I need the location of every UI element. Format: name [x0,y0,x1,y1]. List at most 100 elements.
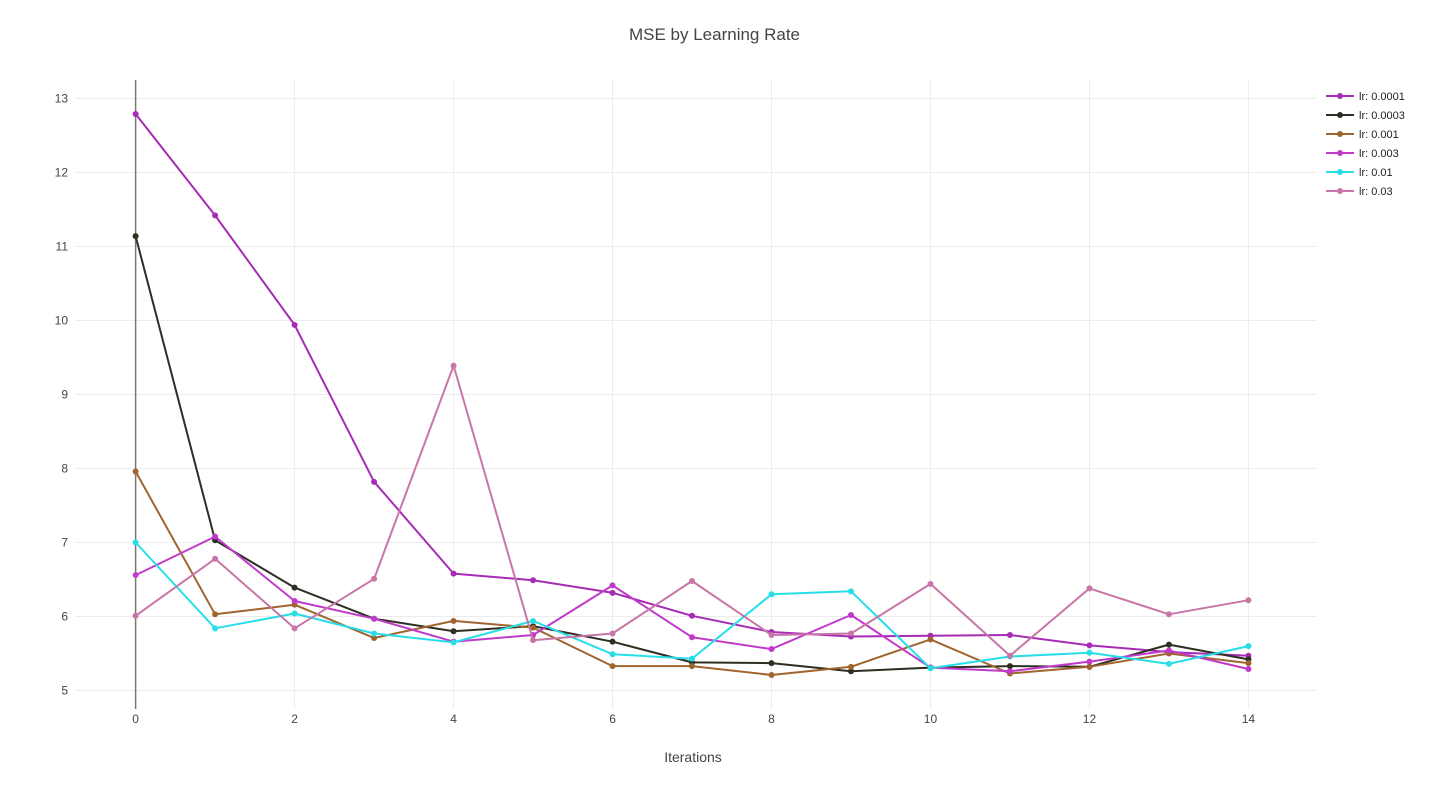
data-point[interactable] [768,591,775,598]
data-point[interactable] [1165,641,1172,648]
data-point[interactable] [1086,649,1093,656]
data-point[interactable] [927,665,934,672]
data-point[interactable] [450,628,457,635]
data-point[interactable] [689,612,696,619]
y-tick-label: 6 [61,610,68,624]
legend-label: lr: 0.0001 [1359,91,1405,103]
legend-swatch-marker [1337,131,1343,137]
data-point[interactable] [212,555,219,562]
series [132,468,1252,678]
data-point[interactable] [450,617,457,624]
legend-item[interactable]: lr: 0.001 [1326,129,1399,141]
data-point[interactable] [132,572,139,579]
data-point[interactable] [132,468,139,475]
x-tick-label: 8 [768,712,775,726]
legend-item[interactable]: lr: 0.01 [1326,167,1393,179]
data-point[interactable] [371,630,378,637]
data-point[interactable] [1245,643,1252,650]
data-point[interactable] [530,624,537,631]
data-point[interactable] [291,584,298,591]
data-point[interactable] [689,577,696,584]
data-point[interactable] [530,637,537,644]
data-point[interactable] [212,533,219,540]
data-point[interactable] [848,630,854,637]
data-point[interactable] [609,589,616,596]
data-point[interactable] [1245,666,1252,673]
data-point[interactable] [927,580,934,587]
data-point[interactable] [848,668,854,675]
data-point[interactable] [450,362,457,369]
data-point[interactable] [371,615,378,622]
data-point[interactable] [371,575,378,582]
y-tick-label: 11 [56,240,69,254]
data-point[interactable] [927,636,934,643]
data-point[interactable] [291,321,298,328]
data-point[interactable] [768,660,775,667]
data-point[interactable] [1165,660,1172,667]
data-point[interactable] [1086,642,1093,649]
tick-labels: 0 2 4 6 8 10 12 14 5 6 7 8 9 10 11 12 13 [55,92,1256,727]
data-point[interactable] [530,617,537,624]
legend-swatch-marker [1337,188,1343,194]
legend-item[interactable]: lr: 0.0001 [1326,91,1405,103]
data-point[interactable] [132,233,139,240]
data-point[interactable] [609,663,616,670]
data-point[interactable] [768,632,775,638]
data-point[interactable] [848,663,854,670]
y-tick-label: 10 [55,314,69,328]
data-point[interactable] [689,655,696,662]
legend-item[interactable]: lr: 0.03 [1326,186,1393,198]
data-point[interactable] [450,639,457,646]
data-point[interactable] [212,625,219,632]
data-point[interactable] [609,582,616,589]
data-point[interactable] [450,570,457,577]
x-tick-label: 0 [132,712,139,726]
series [132,111,1252,659]
data-point[interactable] [768,671,775,678]
series-line [134,364,1250,657]
data-point[interactable] [1086,663,1093,670]
data-point[interactable] [530,577,537,584]
y-tick-label: 8 [61,462,68,476]
data-point[interactable] [212,212,219,219]
data-point[interactable] [371,634,378,641]
data-point[interactable] [132,612,139,619]
legend-swatch-marker [1337,112,1343,118]
legend-swatch-marker [1337,169,1343,175]
data-point[interactable] [609,630,616,637]
legend-swatch-marker [1337,150,1343,156]
data-point[interactable] [1165,611,1172,618]
data-point[interactable] [848,612,854,619]
data-point[interactable] [132,111,139,118]
x-tick-label: 2 [291,712,298,726]
data-point[interactable] [1086,585,1093,592]
data-point[interactable] [1006,632,1013,638]
data-point[interactable] [1006,663,1013,670]
series [132,362,1252,659]
x-tick-label: 14 [1242,712,1256,726]
data-point[interactable] [132,539,139,546]
data-point[interactable] [212,611,219,618]
data-point[interactable] [609,638,616,645]
data-point[interactable] [371,478,378,485]
legend[interactable]: lr: 0.0001 lr: 0.0003 lr: 0.001 lr: 0.003 lr… [1326,91,1405,198]
data-point[interactable] [609,651,616,658]
data-point[interactable] [768,646,775,653]
legend-item[interactable]: lr: 0.003 [1326,148,1399,160]
data-point[interactable] [1006,652,1013,659]
legend-label: lr: 0.01 [1359,167,1393,179]
x-tick-label: 10 [924,712,938,726]
data-point[interactable] [1086,658,1093,665]
data-point[interactable] [291,610,298,617]
legend-item[interactable]: lr: 0.0003 [1326,110,1405,122]
data-point[interactable] [1165,647,1172,654]
data-point[interactable] [848,588,854,595]
data-point[interactable] [291,597,298,604]
data-point[interactable] [1006,668,1013,675]
series-group [132,111,1252,678]
data-point[interactable] [291,625,298,632]
data-point[interactable] [689,663,696,670]
data-point[interactable] [1245,597,1252,604]
data-point[interactable] [1245,660,1252,667]
data-point[interactable] [689,634,696,641]
